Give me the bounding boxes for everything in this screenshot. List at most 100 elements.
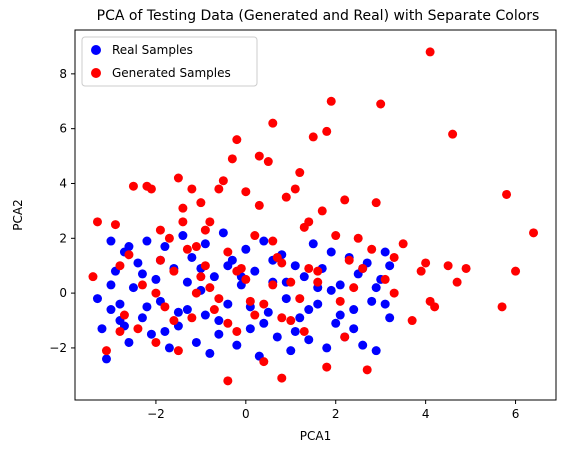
real-sample-point <box>173 307 183 317</box>
generated-sample-point <box>205 283 215 293</box>
generated-sample-point <box>263 157 273 167</box>
real-sample-point <box>331 318 341 328</box>
generated-sample-point <box>335 296 345 306</box>
real-sample-point <box>106 280 116 290</box>
real-sample-point <box>92 294 102 304</box>
y-tick-label: −2 <box>49 341 67 355</box>
generated-sample-point <box>259 299 269 309</box>
generated-sample-point <box>353 233 363 243</box>
generated-sample-point <box>430 302 440 312</box>
generated-sample-point <box>187 184 197 194</box>
real-sample-point <box>160 242 170 252</box>
generated-sample-point <box>322 126 332 136</box>
generated-sample-point <box>155 225 165 235</box>
generated-sample-point <box>200 225 210 235</box>
real-sample-point <box>128 283 138 293</box>
generated-sample-point <box>389 288 399 298</box>
generated-sample-point <box>277 313 287 323</box>
generated-sample-point <box>241 187 251 197</box>
generated-sample-point <box>151 337 161 347</box>
generated-sample-point <box>128 181 138 191</box>
real-sample-point <box>380 247 390 257</box>
generated-sample-point <box>268 236 278 246</box>
real-sample-point <box>223 299 233 309</box>
real-sample-point <box>259 236 269 246</box>
generated-sample-point <box>196 198 206 208</box>
real-sample-point <box>205 348 215 358</box>
real-sample-point <box>101 354 111 364</box>
generated-sample-point <box>133 324 143 334</box>
real-sample-point <box>182 277 192 287</box>
real-sample-point <box>187 252 197 262</box>
legend-label-generated: Generated Samples <box>112 66 231 80</box>
real-sample-point <box>142 236 152 246</box>
generated-sample-point <box>322 362 332 372</box>
generated-sample-point <box>268 280 278 290</box>
real-sample-point <box>106 236 116 246</box>
x-tick-label: 2 <box>332 407 340 421</box>
y-tick-label: 6 <box>59 122 67 136</box>
generated-sample-point <box>232 135 242 145</box>
legend-marker-real <box>91 45 101 55</box>
generated-sample-point <box>137 280 147 290</box>
chart-title: PCA of Testing Data (Generated and Real)… <box>97 8 540 24</box>
generated-sample-point <box>245 296 255 306</box>
y-tick-label: 8 <box>59 67 67 81</box>
real-sample-point <box>371 283 381 293</box>
generated-sample-point <box>232 266 242 276</box>
generated-sample-point <box>205 217 215 227</box>
real-sample-point <box>259 318 269 328</box>
real-sample-point <box>335 310 345 320</box>
real-sample-point <box>380 299 390 309</box>
real-sample-point <box>214 316 224 326</box>
y-tick-label: 0 <box>59 286 67 300</box>
generated-sample-point <box>164 233 174 243</box>
generated-sample-point <box>223 318 233 328</box>
ticks-layer: −2 0 2 4 6 −2 0 2 4 6 8 <box>49 67 519 421</box>
real-sample-point <box>232 340 242 350</box>
real-sample-point <box>290 326 300 336</box>
x-tick-label: 0 <box>242 407 250 421</box>
generated-sample-point <box>349 283 359 293</box>
generated-sample-point <box>421 258 431 268</box>
generated-sample-point <box>407 316 417 326</box>
real-sample-point <box>295 313 305 323</box>
generated-sample-point <box>277 258 287 268</box>
real-sample-point <box>214 329 224 339</box>
generated-sample-point <box>101 346 111 356</box>
real-sample-point <box>304 335 314 345</box>
generated-sample-point <box>299 222 309 232</box>
generated-sample-point <box>182 244 192 254</box>
generated-sample-point <box>290 184 300 194</box>
real-sample-point <box>164 343 174 353</box>
generated-sample-point <box>416 266 426 276</box>
generated-sample-point <box>461 263 471 273</box>
generated-sample-point <box>371 198 381 208</box>
real-sample-point <box>133 258 143 268</box>
real-sample-point <box>245 324 255 334</box>
real-sample-point <box>335 280 345 290</box>
generated-sample-point <box>88 272 98 282</box>
generated-sample-point <box>115 261 125 271</box>
generated-sample-point <box>308 132 318 142</box>
generated-sample-point <box>268 118 278 128</box>
generated-sample-point <box>214 184 224 194</box>
generated-sample-point <box>281 192 291 202</box>
generated-sample-point <box>389 252 399 262</box>
generated-sample-point <box>295 168 305 178</box>
real-sample-point <box>281 294 291 304</box>
generated-sample-point <box>169 266 179 276</box>
real-sample-point <box>358 340 368 350</box>
generated-sample-point <box>218 176 228 186</box>
generated-sample-point <box>241 274 251 284</box>
generated-sample-point <box>254 200 264 210</box>
generated-sample-point <box>511 266 521 276</box>
generated-sample-point <box>259 357 269 367</box>
real-sample-point <box>142 302 152 312</box>
generated-sample-point <box>443 261 453 271</box>
real-sample-point <box>263 307 273 317</box>
generated-sample-point <box>313 277 323 287</box>
x-tick-label: 6 <box>512 407 520 421</box>
generated-sample-point <box>331 231 341 241</box>
